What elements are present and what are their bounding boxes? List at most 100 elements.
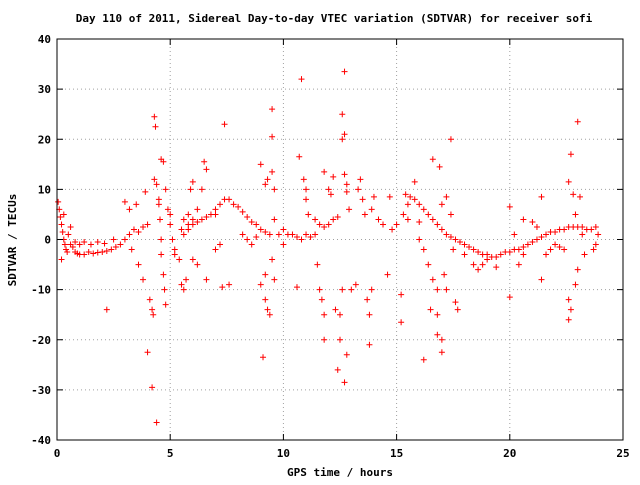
data-point: [157, 216, 164, 223]
data-point: [567, 306, 574, 313]
data-point: [194, 206, 201, 213]
data-point: [189, 221, 196, 228]
data-point: [520, 251, 527, 258]
data-point: [121, 198, 128, 205]
data-point: [262, 228, 269, 235]
data-point: [588, 226, 595, 233]
data-point: [533, 236, 540, 243]
y-tick-label: -10: [31, 284, 51, 297]
data-point: [330, 173, 337, 180]
data-point: [570, 191, 577, 198]
data-point: [55, 198, 62, 205]
data-point: [303, 186, 310, 193]
data-point: [158, 236, 165, 243]
data-point: [203, 213, 210, 220]
data-point: [226, 281, 233, 288]
data-point: [364, 296, 371, 303]
data-point: [158, 251, 165, 258]
data-point: [94, 249, 101, 256]
data-point: [590, 246, 597, 253]
data-point: [133, 201, 140, 208]
data-point: [441, 271, 448, 278]
data-point: [146, 296, 153, 303]
data-point: [189, 178, 196, 185]
data-point: [420, 206, 427, 213]
data-point: [567, 151, 574, 158]
data-point: [64, 249, 71, 256]
data-point: [280, 241, 287, 248]
data-point: [361, 211, 368, 218]
data-point: [167, 211, 174, 218]
data-point: [187, 186, 194, 193]
data-point: [303, 231, 310, 238]
data-point: [461, 241, 468, 248]
data-point: [257, 161, 264, 168]
data-point: [217, 201, 224, 208]
data-point: [359, 196, 366, 203]
data-point: [264, 306, 271, 313]
data-point: [262, 296, 269, 303]
data-point: [101, 240, 108, 247]
data-point: [357, 176, 364, 183]
data-point: [456, 239, 463, 246]
data-point: [201, 158, 208, 165]
data-point: [194, 218, 201, 225]
data-point: [103, 306, 110, 313]
data-point: [380, 221, 387, 228]
data-point: [339, 286, 346, 293]
data-point: [305, 211, 312, 218]
data-point: [178, 281, 185, 288]
data-point: [579, 223, 586, 230]
data-point: [266, 231, 273, 238]
data-point: [155, 196, 162, 203]
data-point: [438, 226, 445, 233]
data-point: [355, 186, 362, 193]
data-point: [398, 291, 405, 298]
data-point: [450, 246, 457, 253]
data-point: [108, 246, 115, 253]
data-point: [162, 186, 169, 193]
data-point: [271, 216, 278, 223]
data-point: [126, 231, 133, 238]
data-point: [221, 121, 228, 128]
data-point: [316, 286, 323, 293]
data-point: [334, 366, 341, 373]
data-point: [81, 239, 88, 246]
data-point: [257, 281, 264, 288]
y-tick-label: -20: [31, 334, 51, 347]
data-point: [375, 216, 382, 223]
data-point: [429, 156, 436, 163]
data-point: [128, 246, 135, 253]
data-point: [343, 181, 350, 188]
data-point: [400, 211, 407, 218]
data-point: [185, 211, 192, 218]
data-point: [76, 241, 83, 248]
data-point: [171, 246, 178, 253]
data-point: [366, 341, 373, 348]
data-point: [253, 221, 260, 228]
data-point: [552, 228, 559, 235]
data-point: [520, 216, 527, 223]
data-point: [257, 226, 264, 233]
data-point: [144, 349, 151, 356]
data-point: [334, 213, 341, 220]
data-point: [438, 336, 445, 343]
data-point: [244, 236, 251, 243]
data-point: [87, 241, 94, 248]
data-point: [140, 223, 147, 230]
data-point: [289, 231, 296, 238]
data-point: [479, 261, 486, 268]
data-point: [346, 206, 353, 213]
data-point: [198, 216, 205, 223]
data-point: [59, 228, 66, 235]
data-point: [212, 211, 219, 218]
data-point: [155, 201, 162, 208]
data-point: [443, 286, 450, 293]
data-point: [572, 211, 579, 218]
data-point: [235, 203, 242, 210]
data-point: [576, 193, 583, 200]
data-point: [312, 216, 319, 223]
data-point: [194, 261, 201, 268]
data-point: [239, 208, 246, 215]
data-point: [466, 244, 473, 251]
